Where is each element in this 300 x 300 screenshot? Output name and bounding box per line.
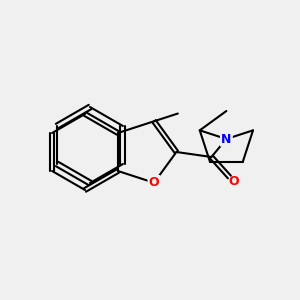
Text: N: N <box>221 133 232 146</box>
Text: O: O <box>228 175 239 188</box>
Text: O: O <box>149 176 159 189</box>
